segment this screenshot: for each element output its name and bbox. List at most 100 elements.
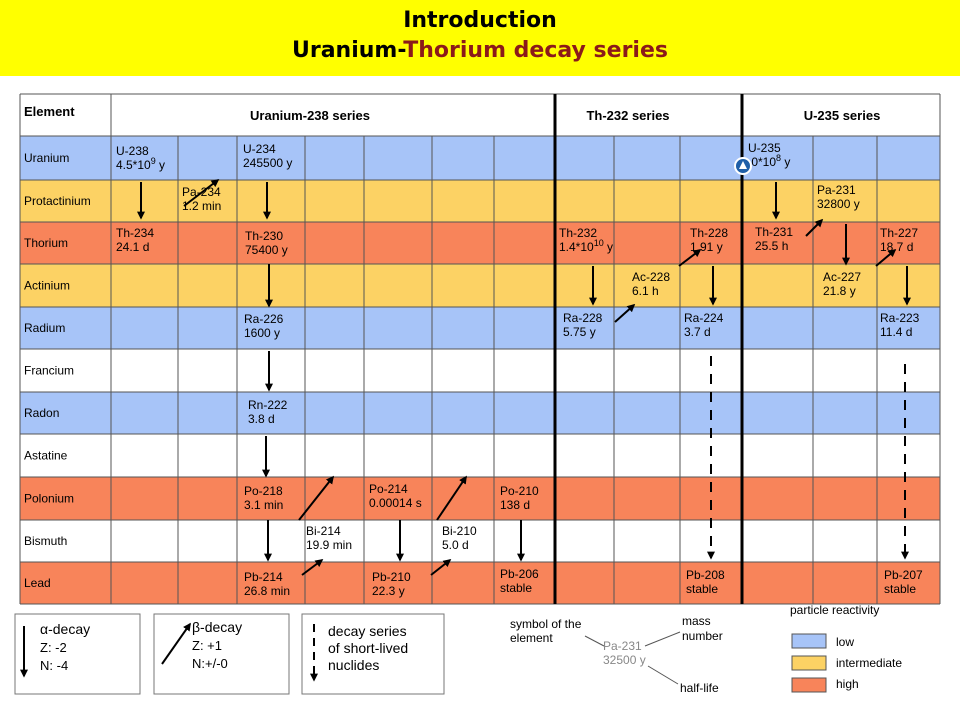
key-mass-label: number — [682, 629, 723, 643]
info-icon-glyph — [739, 161, 747, 169]
nuclide-symbol: Pb-207 — [884, 568, 923, 582]
nuclide-symbol: Ra-226 — [244, 312, 284, 326]
nuclide-half-life: 22.3 y — [372, 584, 405, 598]
element-name-radon: Radon — [24, 406, 59, 420]
nuclide-symbol: Ac-227 — [823, 270, 861, 284]
nuclide-half-life: 18.7 d — [880, 240, 913, 254]
short-lived-legend-line: of short-lived — [328, 640, 408, 656]
nuclide-symbol: Pb-214 — [244, 570, 283, 584]
nuclide-half-life: 1.91 y — [690, 240, 723, 254]
series-header: Th-232 series — [586, 108, 669, 123]
beta-legend-n: N:+/-0 — [192, 656, 228, 671]
short-lived-legend-line: decay series — [328, 623, 407, 639]
row-bg-actinium — [20, 264, 940, 307]
nuclide-symbol: U-234 — [243, 142, 276, 156]
nuclide-half-life: stable — [686, 582, 718, 596]
page-subtitle: Uranium-Thorium decay series — [0, 38, 960, 63]
element-name-francium: Francium — [24, 364, 74, 378]
nuclide-half-life: 1.4*1010 y — [559, 238, 613, 254]
nuclide-symbol: Th-234 — [116, 226, 154, 240]
reactivity-label-intermediate: intermediate — [836, 656, 902, 670]
alpha-legend-z: Z: -2 — [40, 640, 67, 655]
nuclide-symbol: Pb-208 — [686, 568, 725, 582]
beta-legend-z: Z: +1 — [192, 638, 222, 653]
alpha-legend-title: α-decay — [40, 621, 90, 637]
beta-legend-box — [153, 613, 290, 695]
nuclide-half-life: 245500 y — [243, 156, 292, 170]
header-row-bg — [20, 94, 940, 136]
row-bg-protactinium — [20, 180, 940, 222]
beta-legend-title: β-decay — [192, 619, 242, 635]
nuclide-symbol: Th-230 — [245, 229, 283, 243]
element-name-thorium: Thorium — [24, 236, 68, 250]
beta-legend-arrow — [161, 622, 191, 665]
nuclide-half-life: stable — [500, 581, 532, 595]
element-name-bismuth: Bismuth — [24, 534, 67, 548]
row-bg-radon — [20, 392, 940, 434]
element-name-actinium: Actinium — [24, 279, 70, 293]
beta-decay-arrow — [875, 248, 897, 267]
element-name-radium: Radium — [24, 321, 65, 335]
nuclide-half-life: 3.8 d — [248, 412, 275, 426]
beta-decay-arrow — [614, 303, 636, 323]
short-lived-legend-box — [301, 613, 445, 695]
nuclide-symbol: Ac-228 — [632, 270, 670, 284]
page-title: Introduction — [403, 8, 557, 33]
alpha-legend-box — [14, 613, 141, 695]
beta-decay-arrow — [436, 475, 467, 521]
nuclide-half-life: 21.8 y — [823, 284, 856, 298]
short-lived-legend-line: nuclides — [328, 657, 379, 673]
corner-label: Element — [24, 104, 75, 119]
nuclide-symbol: Pa-231 — [817, 183, 856, 197]
nuclide-half-life: 75400 y — [245, 243, 288, 257]
nuclide-symbol: Th-228 — [690, 226, 728, 240]
reactivity-label-low: low — [836, 635, 854, 649]
key-example-half-life: 32500 y — [603, 653, 646, 667]
nuclide-half-life: 3.7 d — [684, 325, 711, 339]
nuclide-half-life: 5.75 y — [563, 325, 596, 339]
beta-decay-arrow — [298, 475, 334, 521]
beta-decay-arrow — [805, 218, 824, 237]
nuclide-symbol: Bi-210 — [442, 524, 477, 538]
reactivity-legend-title: particle reactivity — [790, 603, 879, 617]
row-bg-radium — [20, 307, 940, 349]
nuclide-half-life: .0*108 y — [748, 153, 790, 169]
series-header: Uranium-238 series — [250, 108, 370, 123]
row-bg-uranium — [20, 136, 940, 180]
key-example-symbol: Pa-231 — [603, 639, 642, 653]
row-bg-francium — [20, 349, 940, 392]
row-bg-lead — [20, 562, 940, 604]
reactivity-swatch-high — [791, 677, 827, 693]
nuclide-symbol: Po-218 — [244, 484, 283, 498]
reactivity-swatch-intermediate — [791, 655, 827, 671]
element-name-uranium: Uranium — [24, 151, 69, 165]
nuclide-half-life: stable — [884, 582, 916, 596]
nuclide-symbol: Po-214 — [369, 482, 408, 496]
key-symbol-label: symbol of the — [510, 617, 582, 631]
key-half-life-label: half-life — [680, 681, 719, 695]
key-symbol-pointer — [584, 635, 605, 647]
subtitle-part-1: Uranium- — [292, 38, 404, 63]
element-name-polonium: Polonium — [24, 492, 74, 506]
nuclide-symbol: U-238 — [116, 144, 149, 158]
nuclide-half-life: 32800 y — [817, 197, 860, 211]
